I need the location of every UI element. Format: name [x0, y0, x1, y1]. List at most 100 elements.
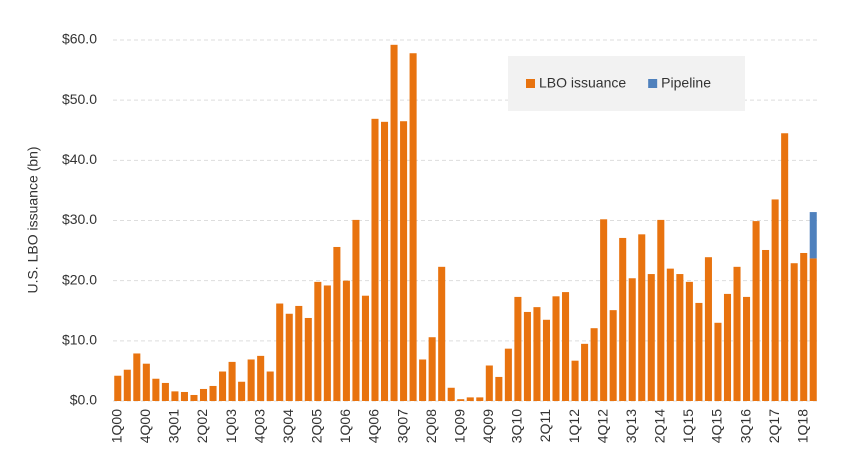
- x-tick-label: 1Q18: [794, 409, 810, 443]
- bar: [581, 343, 589, 401]
- bar: [142, 363, 150, 401]
- bar: [428, 337, 436, 401]
- x-tick-label: 3Q16: [737, 409, 753, 443]
- y-tick-label: $60.0: [62, 31, 97, 47]
- bar: [457, 399, 465, 401]
- bar: [238, 381, 246, 401]
- bar: [438, 266, 446, 401]
- bar: [390, 44, 398, 402]
- x-tick-label: 1Q06: [337, 409, 353, 443]
- bar: [180, 391, 188, 401]
- x-tick-label: 3Q13: [623, 409, 639, 443]
- bar: [723, 293, 732, 401]
- bar: [199, 388, 208, 401]
- bar: [542, 319, 551, 401]
- bar: [638, 234, 646, 401]
- bar: [219, 371, 227, 401]
- bar: [466, 397, 474, 401]
- bar: [285, 313, 293, 401]
- bar: [676, 274, 684, 401]
- x-tick-label: 1Q15: [680, 409, 696, 443]
- x-tick-label: 1Q00: [108, 409, 124, 443]
- x-tick-label: 1Q09: [451, 409, 467, 443]
- bar: [304, 317, 312, 401]
- bar: [190, 394, 198, 401]
- x-tick-label: 3Q01: [166, 409, 182, 443]
- bar: [314, 281, 322, 401]
- bar: [476, 397, 484, 401]
- x-tick-label: 4Q00: [137, 409, 153, 443]
- bar: [800, 252, 808, 401]
- legend-swatch: [648, 79, 658, 88]
- y-tick-label: $30.0: [62, 211, 97, 227]
- bar: [352, 219, 360, 401]
- bar: [266, 371, 274, 401]
- bar: [209, 385, 217, 401]
- bar: [247, 359, 255, 401]
- bar: [781, 133, 789, 401]
- bar: [295, 305, 303, 401]
- bar: [361, 295, 369, 401]
- bar: [504, 348, 512, 401]
- bar: [552, 296, 560, 401]
- x-tick-label: 1Q03: [223, 409, 239, 443]
- x-tick-label: 3Q10: [509, 409, 525, 443]
- bar: [123, 369, 131, 401]
- legend-swatch: [526, 79, 535, 88]
- x-tick-label: 4Q03: [251, 409, 267, 443]
- bar: [133, 353, 141, 401]
- bar: [152, 378, 160, 401]
- bar: [590, 328, 598, 401]
- bar: [333, 246, 341, 401]
- bar: [609, 310, 617, 401]
- bar: [571, 360, 579, 401]
- bar: [704, 257, 712, 401]
- bar: [114, 375, 122, 401]
- legend-label: Pipeline: [661, 75, 711, 91]
- bar: [419, 359, 427, 401]
- bar: [485, 365, 493, 401]
- bar: [495, 376, 503, 401]
- bar: [714, 322, 722, 401]
- x-tick-label: 4Q15: [709, 409, 725, 443]
- x-tick-label: 2Q17: [766, 409, 782, 443]
- x-tick-label: 2Q05: [309, 409, 325, 443]
- bar: [514, 296, 522, 401]
- bar: [657, 219, 665, 401]
- bar: [257, 355, 265, 401]
- y-tick-label: $40.0: [62, 151, 97, 167]
- bar: [228, 361, 236, 401]
- x-tick-label: 4Q12: [594, 409, 610, 443]
- bar: [619, 237, 627, 401]
- x-tick-label: 2Q08: [423, 409, 439, 443]
- bar: [600, 219, 608, 401]
- y-tick-label: $50.0: [62, 91, 97, 107]
- bar: [666, 268, 674, 401]
- bar: [380, 121, 389, 402]
- bar: [276, 303, 284, 401]
- legend-label: LBO issuance: [539, 75, 626, 91]
- legend-box: [508, 56, 745, 111]
- y-axis-title: U.S. LBO issuance (bn): [25, 146, 41, 293]
- x-tick-label: 2Q11: [537, 409, 553, 442]
- bar: [400, 121, 408, 401]
- y-tick-label: $0.0: [70, 392, 97, 408]
- bar: [647, 274, 655, 401]
- bar: [790, 263, 798, 401]
- bar: [733, 266, 741, 401]
- x-tick-label: 2Q14: [652, 409, 668, 443]
- x-tick-label: 3Q04: [280, 409, 296, 443]
- bar: [342, 280, 350, 401]
- bar: [323, 285, 331, 401]
- bar: [371, 118, 379, 402]
- y-tick-label: $20.0: [62, 271, 97, 287]
- bar: [685, 281, 693, 401]
- x-tick-label: 2Q02: [194, 409, 210, 443]
- bar: [447, 387, 455, 401]
- x-tick-label: 4Q06: [366, 409, 382, 443]
- bar: [771, 199, 779, 401]
- bar: [628, 278, 636, 401]
- bar: [809, 212, 817, 259]
- bar: [695, 302, 703, 401]
